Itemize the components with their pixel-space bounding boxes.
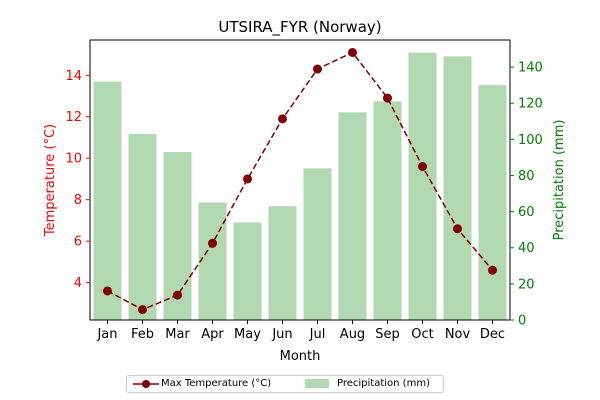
x-tick-label: Feb [131,327,154,342]
x-tick-label: May [234,327,261,342]
temperature-point-jan [103,286,112,296]
temperature-point-aug [348,47,357,57]
temperature-point-jun [278,114,287,124]
y-right-tick-label: 40 [518,241,535,256]
precipitation-bar-may [233,222,262,320]
x-tick-label: Oct [411,327,433,342]
y-axis-left-label: Temperature (°C) [43,124,58,237]
y-axis-right: 0 20 40 60 80 100 120 140 [510,61,543,329]
temperature-point-jul [313,64,322,74]
legend-line-swatch [133,380,159,388]
precipitation-bar-nov [443,56,472,321]
x-axis: Jan Feb Mar Apr May Jun Jul Aug Sep Oct Nov Dec [96,320,505,342]
x-tick-label: Dec [480,327,505,342]
temperature-point-dec [488,265,497,275]
x-tick-label: Jul [309,327,326,342]
x-tick-label: Sep [375,327,400,342]
x-tick-label: Apr [201,327,224,342]
precipitation-bar-jul [303,168,332,320]
y-right-tick-label: 0 [518,314,526,329]
plot-frame [89,39,511,321]
temperature-point-feb [138,305,147,315]
temperature-point-mar [173,290,182,300]
x-tick-label: Aug [340,327,365,342]
precipitation-bar-feb [128,133,157,320]
x-tick-label: Jun [271,327,292,342]
y-left-tick-label: 10 [65,152,82,167]
y-left-tick-label: 4 [74,276,82,291]
precipitation-bar-apr [198,202,227,320]
y-left-tick-label: 6 [74,235,82,250]
y-right-tick-label: 60 [518,205,535,220]
precipitation-bar-aug [338,112,367,321]
temperature-line [103,47,497,315]
precipitation-bar-sep [373,101,402,320]
y-left-tick-label: 14 [65,69,82,84]
precipitation-bar-jan [93,81,122,320]
y-axis-right-label: Precipitation (mm) [552,120,567,241]
legend-bar-swatch [305,379,329,388]
precipitation-bars [93,52,507,321]
legend-precipitation-label: Precipitation (mm) [337,378,430,389]
y-left-tick-label: 12 [65,110,82,125]
temperature-point-may [243,174,252,184]
x-tick-label: Jan [96,327,117,342]
y-right-tick-label: 80 [518,169,535,184]
x-tick-label: Nov [445,327,471,342]
legend: Max Temperature (°C) Precipitation (mm) [126,375,444,393]
x-axis-label: Month [280,349,321,364]
temperature-point-apr [208,238,217,248]
y-axis-left: 4 6 8 10 12 14 [65,69,90,291]
y-left-tick-label: 8 [74,193,82,208]
temperature-point-nov [453,224,462,234]
precipitation-bar-dec [478,85,507,321]
x-tick-label: Mar [165,327,190,342]
temperature-point-sep [383,93,392,103]
precipitation-bar-oct [408,52,437,320]
y-right-tick-label: 20 [518,277,535,292]
y-right-tick-label: 140 [518,61,543,76]
legend-temperature-label: Max Temperature (°C) [161,378,272,389]
y-right-tick-label: 100 [518,133,543,148]
temperature-point-oct [418,162,427,172]
precipitation-bar-jun [268,206,297,320]
chart-title: UTSIRA_FYR (Norway) [218,18,381,37]
y-right-tick-label: 120 [518,97,543,112]
